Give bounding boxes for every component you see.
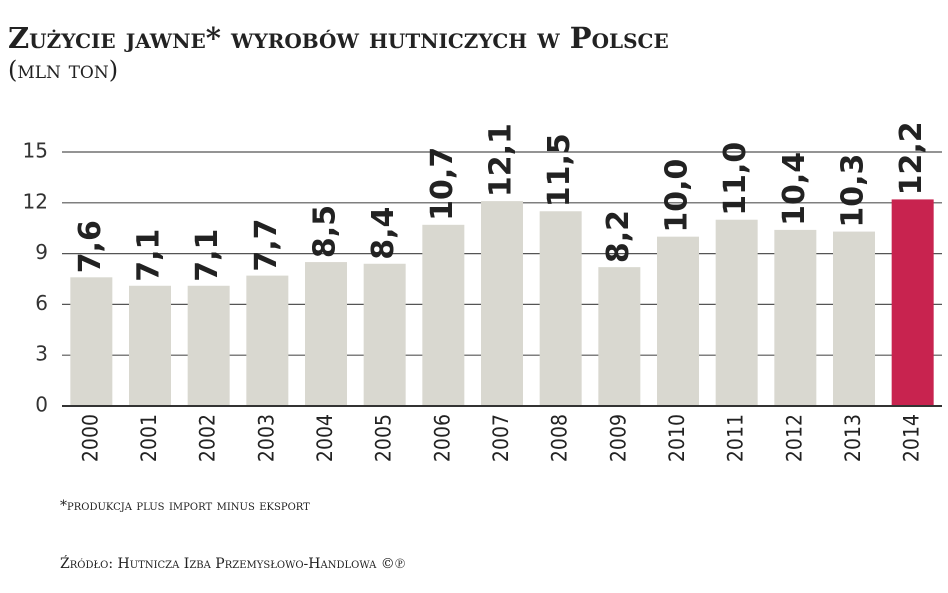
bar	[891, 199, 934, 406]
value-label: 7,1	[190, 229, 225, 282]
bar	[246, 275, 289, 406]
x-tick-label: 2011	[724, 414, 748, 462]
x-tick-label: 2014	[900, 414, 924, 462]
bar	[833, 231, 875, 406]
bar	[657, 236, 699, 406]
value-label: 10,0	[660, 159, 695, 233]
bar	[422, 224, 465, 406]
bar	[305, 262, 347, 406]
value-label: 10,3	[836, 154, 871, 228]
value-label: 7,7	[249, 218, 284, 271]
bar	[129, 285, 171, 406]
footnote: *produkcja plus import minus eksport	[60, 498, 310, 514]
value-label: 8,2	[601, 210, 636, 263]
source: Źródło: Hutnicza Izba Przemysłowo-Handlo…	[60, 554, 405, 572]
bar	[481, 201, 523, 406]
value-label: 7,6	[73, 220, 108, 273]
value-label: 12,2	[894, 121, 929, 195]
y-tick-label: 3	[35, 342, 48, 366]
chart-subtitle: (mln ton)	[8, 56, 118, 84]
x-tick-label: 2007	[489, 414, 513, 462]
value-label: 10,4	[777, 152, 812, 226]
value-label: 10,7	[425, 147, 460, 221]
value-label: 11,5	[542, 133, 577, 207]
x-tick-label: 2005	[372, 414, 396, 462]
value-label: 12,1	[484, 123, 519, 197]
x-tick-label: 2009	[606, 414, 630, 462]
bar	[539, 211, 582, 406]
bar	[363, 263, 406, 406]
x-tick-label: 2003	[254, 414, 278, 462]
x-tick-label: 2012	[782, 414, 806, 462]
value-label: 11,0	[718, 142, 753, 216]
bar	[598, 267, 641, 406]
y-tick-label: 9	[35, 240, 48, 264]
bar	[715, 219, 758, 406]
bar	[774, 229, 817, 406]
value-label: 8,5	[308, 205, 343, 258]
x-tick-label: 2010	[665, 414, 689, 462]
value-label: 8,4	[366, 207, 401, 260]
x-tick-label: 2013	[841, 414, 865, 462]
y-tick-label: 0	[35, 393, 48, 417]
x-tick-label: 2001	[137, 414, 161, 462]
x-tick-label: 2006	[430, 414, 454, 462]
bar	[187, 285, 230, 406]
y-tick-label: 15	[23, 139, 48, 163]
y-tick-label: 6	[35, 291, 48, 315]
x-tick-label: 2008	[548, 414, 572, 462]
chart-title: Zużycie jawne* wyrobów hutniczych w Pols…	[8, 21, 669, 55]
x-tick-label: 2004	[313, 414, 337, 462]
x-tick-label: 2000	[78, 414, 102, 462]
x-tick-label: 2002	[196, 414, 220, 462]
y-tick-label: 12	[23, 189, 48, 213]
value-label: 7,1	[132, 229, 167, 282]
bar	[70, 277, 113, 406]
